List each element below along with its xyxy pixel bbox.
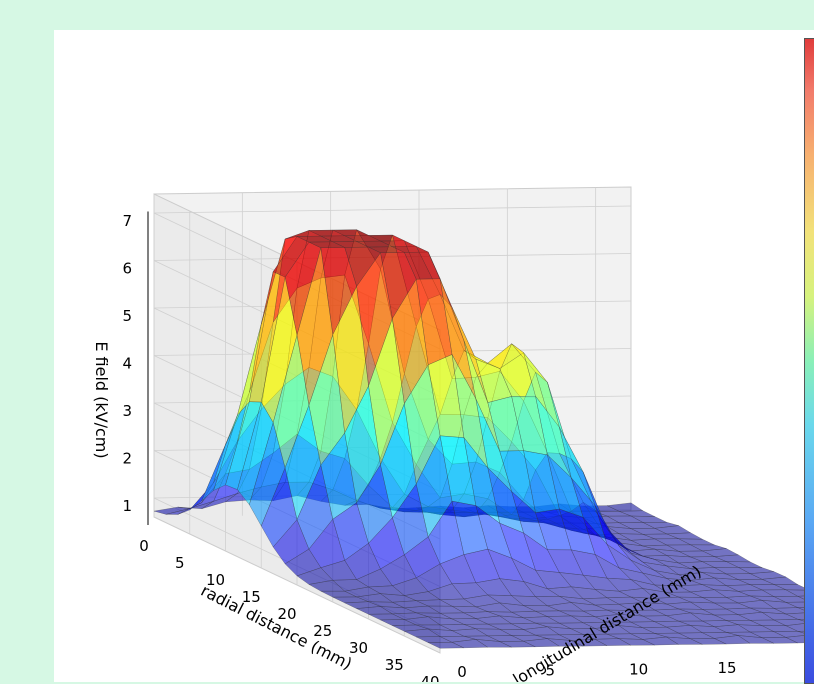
surface-patch xyxy=(797,607,804,611)
z-tick-label: 2 xyxy=(122,450,132,468)
figure: 123456705101520253035400510152025 E fiel… xyxy=(54,30,814,684)
surface-patch xyxy=(785,623,804,632)
surface-patch xyxy=(773,596,804,603)
grid-line-z xyxy=(153,205,632,214)
colorbar xyxy=(804,38,814,684)
surface-patch xyxy=(785,612,804,620)
surface-patch xyxy=(785,589,804,597)
surface-patch xyxy=(773,619,804,626)
y-tick-label: 20 xyxy=(277,605,296,623)
y-tick-label: 30 xyxy=(349,639,368,657)
x-tick-label: 5 xyxy=(546,662,556,680)
z-tick-label: 5 xyxy=(122,307,132,325)
surface-plot: 123456705101520253035400510152025 E fiel… xyxy=(92,186,804,682)
z-tick-label: 7 xyxy=(122,212,132,230)
axis-ticks: 123456705101520253035400510152025 xyxy=(122,211,737,682)
surface-patch xyxy=(773,607,804,615)
y-tick-label: 10 xyxy=(206,571,225,589)
surface-patch xyxy=(797,631,804,634)
y-tick-label: 35 xyxy=(385,656,404,674)
x-tick-label: 15 xyxy=(717,659,736,677)
z-tick-label: 6 xyxy=(122,260,132,278)
surface-patch xyxy=(785,601,804,608)
x-tick-label: 0 xyxy=(457,663,467,681)
z-tick-label: 4 xyxy=(122,355,132,373)
y-tick-label: 25 xyxy=(313,622,332,640)
surface-patch xyxy=(785,635,804,644)
y-tick-label: 15 xyxy=(242,588,261,606)
x-tick-label: 10 xyxy=(629,660,648,678)
surface-patch xyxy=(773,631,804,638)
surface-patch xyxy=(773,584,804,591)
z-tick-label: 1 xyxy=(122,497,132,515)
surface-patch xyxy=(797,595,804,600)
y-tick-label: 0 xyxy=(139,537,149,555)
surface-mesh xyxy=(153,229,804,649)
z-axis-label: E field (kV/cm) xyxy=(92,341,111,458)
y-tick-label: 5 xyxy=(175,554,185,572)
z-tick-label: 3 xyxy=(122,402,132,420)
y-tick-label: 40 xyxy=(420,673,439,682)
surface-patch xyxy=(797,619,804,622)
